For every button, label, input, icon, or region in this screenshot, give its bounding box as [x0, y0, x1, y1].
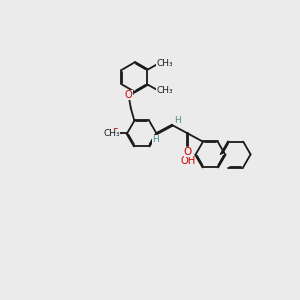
Text: OH: OH — [180, 156, 195, 166]
Text: CH₃: CH₃ — [156, 59, 173, 68]
Text: O: O — [111, 128, 119, 138]
Text: H: H — [152, 135, 159, 144]
Text: CH₃: CH₃ — [156, 86, 173, 95]
Text: H: H — [174, 116, 181, 125]
Text: O: O — [184, 147, 192, 157]
Text: O: O — [125, 90, 133, 100]
Text: CH₃: CH₃ — [103, 129, 120, 138]
